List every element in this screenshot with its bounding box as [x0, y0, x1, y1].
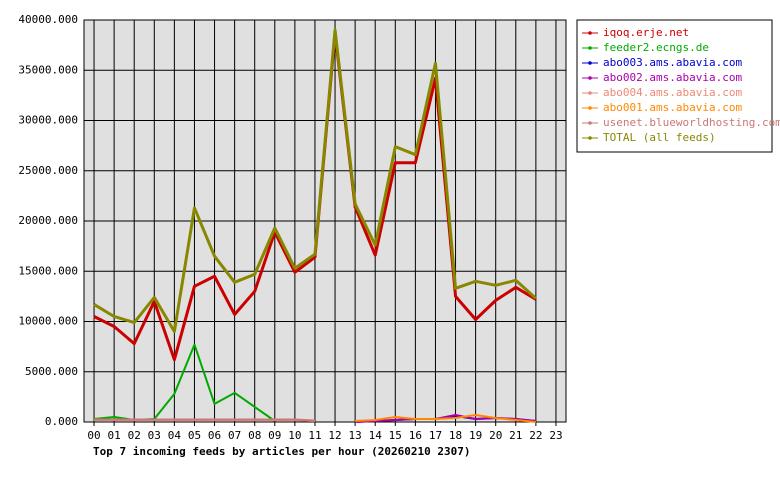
- legend-marker: [588, 76, 592, 80]
- legend: [576, 19, 773, 153]
- series-line: [94, 418, 316, 422]
- y-tick-label: 0.000: [45, 415, 78, 428]
- x-tick-label: 16: [409, 429, 422, 442]
- x-tick-label: 13: [349, 429, 362, 442]
- x-tick-label: 15: [389, 429, 402, 442]
- legend-label: abo004.ams.abavia.com: [603, 86, 742, 99]
- y-tick-label: 30000.000: [18, 114, 78, 127]
- legend-marker: [588, 31, 592, 35]
- x-tick-label: 11: [308, 429, 321, 442]
- x-tick-label: 21: [509, 429, 522, 442]
- x-tick-label: 03: [148, 429, 161, 442]
- x-tick-label: 04: [168, 429, 182, 442]
- legend-marker: [588, 136, 592, 140]
- x-tick-label: 02: [128, 429, 141, 442]
- legend-label: usenet.blueworldhosting.com: [603, 116, 780, 129]
- x-tick-label: 17: [429, 429, 442, 442]
- y-tick-label: 40000.000: [18, 13, 78, 26]
- x-tick-label: 22: [529, 429, 542, 442]
- series-line: [93, 343, 276, 422]
- x-tick-label: 20: [489, 429, 502, 442]
- legend-label: iqoq.erje.net: [603, 26, 689, 39]
- legend-marker: [588, 91, 592, 95]
- series-line: [93, 31, 537, 362]
- y-tick-label: 5000.000: [25, 365, 78, 378]
- x-tick-label: 10: [288, 429, 301, 442]
- legend-marker: [588, 46, 592, 50]
- series-line: [93, 28, 537, 334]
- legend-label: abo003.ams.abavia.com: [603, 56, 742, 69]
- x-tick-label: 23: [549, 429, 562, 442]
- x-tick-label: 08: [248, 429, 261, 442]
- y-tick-label: 15000.000: [18, 264, 78, 277]
- x-tick-label: 05: [188, 429, 201, 442]
- x-tick-label: 14: [369, 429, 383, 442]
- x-tick-label: 19: [469, 429, 482, 442]
- y-tick-label: 10000.000: [18, 315, 78, 328]
- x-tick-label: 00: [87, 429, 100, 442]
- y-tick-label: 20000.000: [18, 214, 78, 227]
- series-line: [355, 413, 536, 423]
- legend-marker: [588, 61, 592, 65]
- x-tick-label: 01: [108, 429, 121, 442]
- x-tick-label: 12: [328, 429, 341, 442]
- legend-label: abo002.ams.abavia.com: [603, 71, 742, 84]
- y-tick-label: 25000.000: [18, 164, 78, 177]
- legend-label: abo001.ams.abavia.com: [603, 101, 742, 114]
- legend-label: feeder2.ecngs.de: [603, 41, 709, 54]
- x-tick-label: 09: [268, 429, 281, 442]
- legend-marker: [588, 106, 592, 110]
- chart-title: Top 7 incoming feeds by articles per hou…: [93, 445, 471, 458]
- legend-marker: [588, 121, 592, 125]
- legend-label: TOTAL (all feeds): [603, 131, 716, 144]
- x-tick-label: 07: [228, 429, 241, 442]
- y-tick-label: 35000.000: [18, 63, 78, 76]
- x-tick-label: 06: [208, 429, 221, 442]
- x-tick-label: 18: [449, 429, 462, 442]
